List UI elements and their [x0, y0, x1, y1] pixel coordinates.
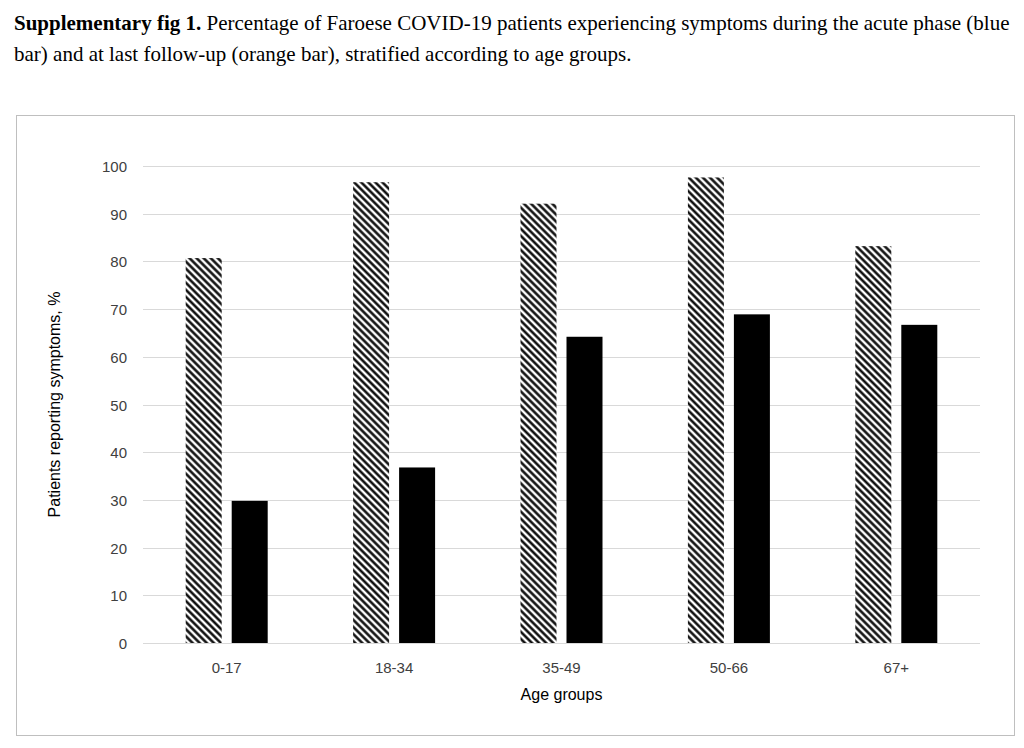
y-tick-label: 20 — [110, 540, 127, 557]
chart-container: 0 10 20 30 40 50 60 70 80 90 100 0-17 18-34 35-49 50-6… — [0, 0, 1024, 748]
chart-frame — [17, 116, 1015, 736]
y-tick-label: 30 — [110, 492, 127, 509]
x-tick-label: 18-34 — [375, 659, 413, 676]
x-axis-title: Age groups — [521, 686, 603, 703]
title: Supplementary fig 1. — [14, 11, 201, 35]
x-tick-label: 0-17 — [212, 659, 242, 676]
caption: Supplementary fig 1. Percentage of Faroe… — [14, 8, 1014, 70]
y-tick-label: 70 — [110, 301, 127, 318]
y-tick-label: 40 — [110, 444, 127, 461]
bar — [855, 246, 891, 643]
grid-line — [143, 357, 980, 358]
bar — [567, 337, 603, 643]
y-tick-label: 10 — [110, 587, 127, 604]
bars — [186, 177, 938, 643]
grid-line — [143, 452, 980, 453]
grid-line — [143, 643, 980, 644]
bar — [521, 204, 557, 643]
bar — [734, 314, 770, 643]
y-tick-label: 100 — [102, 158, 127, 175]
grid-line — [143, 595, 980, 596]
grid-line — [143, 500, 980, 501]
x-tick-label: 35-49 — [542, 659, 580, 676]
y-tick-label: 0 — [119, 635, 127, 652]
grid-line — [143, 261, 980, 262]
x-tick-label: 67+ — [884, 659, 910, 676]
bar — [353, 182, 389, 643]
y-axis-title: Patients reporting symptoms, % — [46, 292, 63, 518]
bar — [901, 325, 937, 643]
grid-line — [143, 405, 980, 406]
grid-line — [143, 309, 980, 310]
bar — [232, 501, 268, 643]
bar — [399, 467, 435, 643]
x-tick-label: 50-66 — [710, 659, 748, 676]
grid-line — [143, 548, 980, 549]
y-tick-label: 50 — [110, 397, 127, 414]
y-tick-label: 80 — [110, 253, 127, 270]
bar — [688, 177, 724, 643]
y-tick-label: 90 — [110, 206, 127, 223]
grid-line — [143, 214, 980, 215]
chart-svg: 0 10 20 30 40 50 60 70 80 90 100 0-17 18-34 35-49 50-6… — [0, 0, 1024, 748]
y-tick-label: 60 — [110, 349, 127, 366]
bar — [186, 258, 222, 643]
grid-line — [143, 166, 980, 167]
